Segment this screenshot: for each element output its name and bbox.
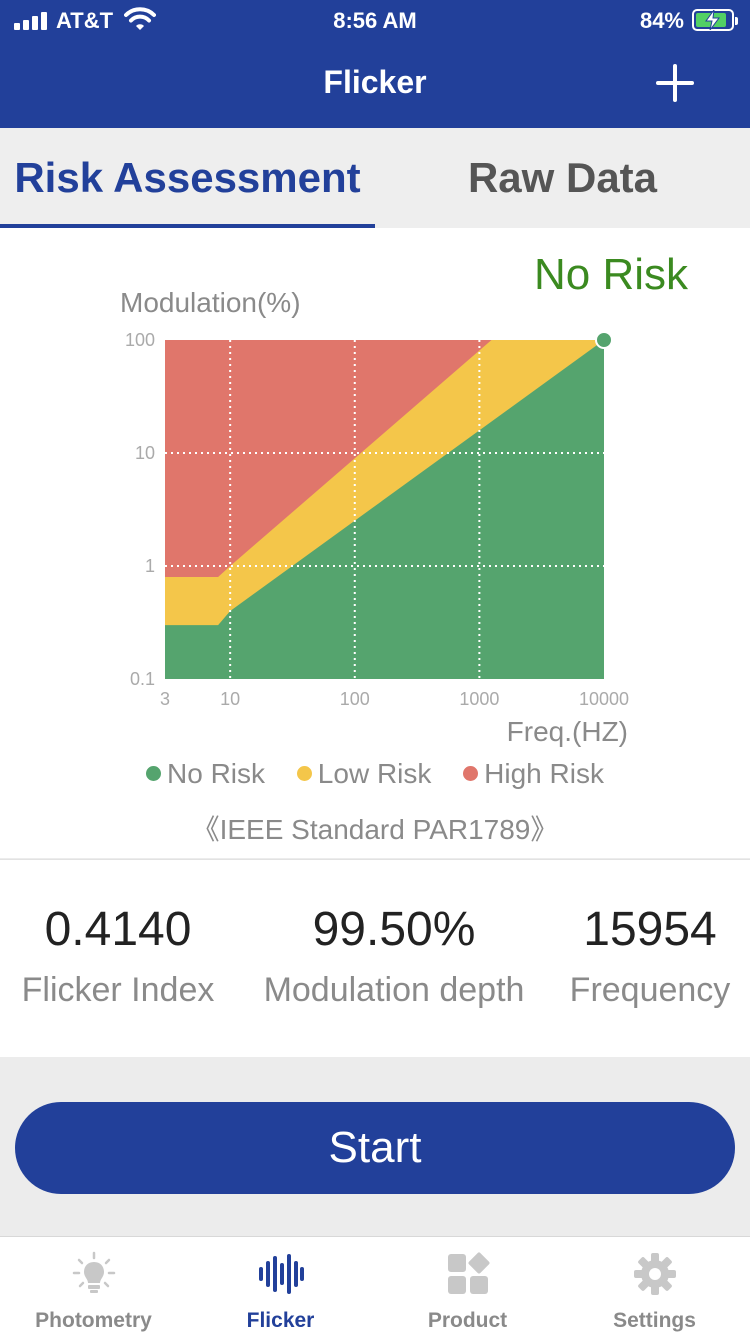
x-tick-label: 10000 [579,689,629,709]
segment-tabs: Risk Assessment Raw Data [0,128,750,228]
tab-raw-data[interactable]: Raw Data [467,154,658,201]
metric-modulation-depth: 99.50% Modulation depth [244,902,544,1010]
metric-value: 99.50% [312,903,476,956]
legend-no-risk: No Risk [146,758,265,789]
y-tick-label: 0.1 [130,669,155,689]
metric-value: 0.4140 [44,903,192,956]
y-tick-label: 10 [135,443,155,463]
risk-verdict: No Risk [533,250,688,299]
tab-risk-assessment[interactable]: Risk Assessment [14,154,361,201]
y-axis-title: Modulation(%) [120,287,301,318]
region-no-risk [165,340,604,679]
metrics-panel: 0.4140 Flicker Index 99.50% Modulation d… [0,859,750,1057]
tabbar-item-flicker[interactable]: Flicker [187,1237,374,1334]
x-tick-label: 10 [220,689,240,709]
measurement-point [595,331,613,349]
legend-high-risk: High Risk [463,758,604,789]
chart-legend: No Risk Low Risk High Risk [0,758,750,790]
battery-percent: 84% [639,8,684,33]
risk-chart-card: 3 10 100 1000 10000 100 10 1 0.1 Modulation(%) F… [0,228,750,858]
active-tab-indicator [0,224,375,228]
x-tick-label: 3 [160,689,170,709]
legend-low-risk: Low Risk [296,758,432,789]
y-tick-label: 1 [145,556,155,576]
status-bar: AT&T 8:56 AM 84% [0,0,750,42]
tabbar-item-settings[interactable]: Settings [561,1237,748,1334]
risk-chart: 3 10 100 1000 10000 100 10 1 0.1 Modulation(%) F… [120,287,629,747]
signal-icon [14,12,48,30]
plus-icon[interactable] [656,64,694,102]
lightbulb-icon [72,1251,116,1293]
waveform-icon [259,1254,304,1294]
bottom-tab-bar: Photometry Flicker Product [0,1236,750,1334]
metric-label: Modulation depth [263,971,525,1009]
x-tick-label: 1000 [459,689,499,709]
metric-flicker-index: 0.4140 Flicker Index [18,902,218,1010]
metric-label: Flicker Index [21,971,215,1009]
legend-label: High Risk [484,758,604,789]
wifi-icon [124,7,156,30]
metric-value: 15954 [583,903,717,956]
gear-icon [634,1253,676,1295]
tabbar-label: Flicker [246,1309,315,1332]
standard-reference: 《IEEE Standard PAR1789》 [191,814,559,845]
product-grid-icon [448,1252,490,1294]
x-axis-title: Freq.(HZ) [507,716,628,747]
legend-label: No Risk [167,758,266,789]
legend-label: Low Risk [317,758,432,789]
status-time: 8:56 AM [333,8,417,33]
x-tick-label: 100 [340,689,370,709]
carrier-label: AT&T [56,8,114,33]
tabbar-item-photometry[interactable]: Photometry [0,1237,187,1334]
top-bar: AT&T 8:56 AM 84% Flicker [0,0,750,128]
page-title: Flicker [323,64,427,100]
tabbar-label: Product [427,1309,508,1332]
y-tick-label: 100 [125,330,155,350]
start-button[interactable]: Start [15,1102,735,1194]
tabbar-label: Settings [613,1309,696,1332]
metric-frequency: 15954 Frequency [560,902,740,1010]
battery-charging-icon [692,9,738,31]
metric-label: Frequency [569,971,731,1009]
tabbar-label: Photometry [35,1309,152,1332]
tabbar-item-product[interactable]: Product [374,1237,561,1334]
